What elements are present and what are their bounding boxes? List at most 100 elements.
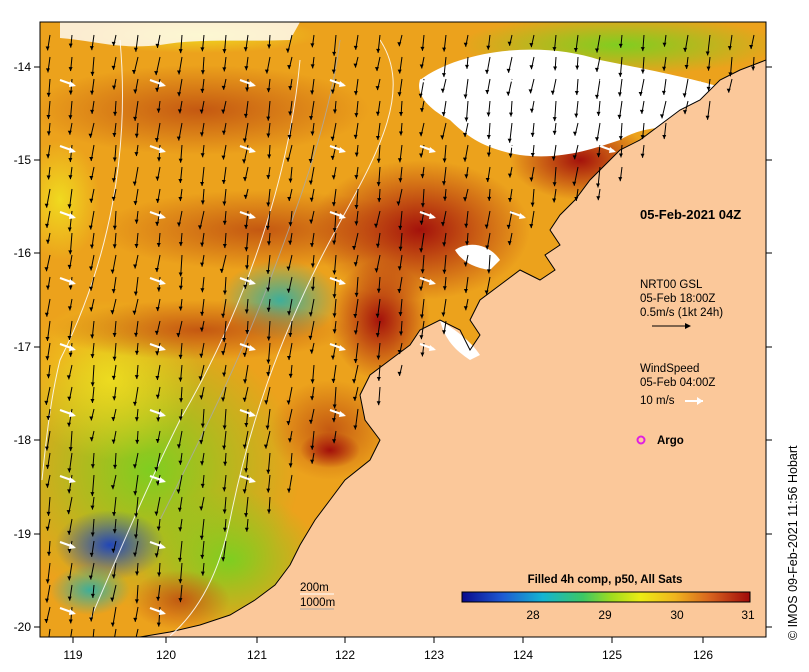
current-arrow-head-icon [376, 376, 381, 381]
current-arrow-head-icon [111, 196, 116, 201]
current-arrow-head-icon [507, 173, 512, 178]
current-arrow-head-icon [330, 89, 335, 94]
current-arrow-head-icon [133, 116, 138, 121]
current-arrow-head-icon [244, 423, 249, 428]
current-arrow-head-icon [222, 67, 227, 72]
current-arrow-head-icon [662, 66, 667, 71]
current-arrow-head-icon [286, 400, 291, 405]
current-arrow-head-icon [199, 327, 204, 332]
current-arrow-head-icon [330, 155, 335, 160]
current-arrow-head-icon [486, 152, 491, 157]
current-arrow-head-icon [440, 222, 445, 227]
current-arrow-head-icon [398, 131, 403, 136]
current-arrow-head-icon [639, 109, 644, 114]
current-arrow-head-icon [485, 245, 490, 250]
current-arrow-head-icon [68, 250, 73, 255]
current-arrow-head-icon [111, 512, 116, 517]
colorbar: Filled 4h comp, p50, All Sats 28 29 30 3… [461, 574, 755, 622]
current-arrow-head-icon [464, 241, 469, 246]
current-arrow-head-icon [684, 64, 689, 69]
wind-arrow-head-icon [159, 411, 166, 417]
current-arrow-head-icon [199, 461, 204, 466]
current-arrow-head-icon [68, 352, 73, 357]
current-arrow-head-icon [46, 415, 51, 420]
current-arrow-head-icon [441, 112, 446, 117]
current-arrow-head-icon [67, 396, 72, 401]
current-arrow-head-icon [67, 643, 71, 647]
current-arrow-head-icon [199, 132, 204, 137]
current-arrow-head-icon [46, 131, 51, 136]
wind-arrow-head-icon [249, 477, 256, 483]
current-arrow-head-icon [529, 224, 534, 229]
lon-labels: 119 120 121 122 123 124 125 126 [63, 648, 713, 662]
current-arrow-head-icon [133, 617, 138, 622]
current-arrow-head-icon [332, 439, 337, 444]
colorbar-gradient [461, 591, 751, 603]
wind-legend-title: WindSpeed [640, 363, 699, 375]
current-arrow-head-icon [46, 644, 50, 648]
current-arrow-head-icon [178, 178, 183, 183]
current-arrow-head-icon [726, 88, 731, 93]
current-arrow-head-icon [222, 220, 227, 225]
current-arrow-head-icon [89, 617, 94, 622]
current-legend: NRT00 GSL 05-Feb 18:00Z 0.5m/s (1kt 24h) [640, 279, 723, 329]
wind-arrow-head-icon [159, 147, 166, 153]
current-arrow-head-icon [376, 401, 381, 406]
current-arrow-head-icon [112, 244, 117, 249]
current-arrow-head-icon [310, 64, 315, 69]
current-arrow-head-icon [420, 203, 425, 208]
current-arrow-head-icon [266, 241, 271, 246]
current-arrow-head-icon [198, 376, 203, 381]
current-arrow-head-icon [485, 178, 490, 183]
current-arrow-head-icon [199, 506, 204, 511]
current-arrow-head-icon [155, 351, 160, 356]
current-arrow-head-icon [377, 198, 382, 203]
current-arrow-head-icon [178, 527, 183, 532]
current-arrow-head-icon [266, 88, 271, 93]
current-arrow-head-icon [46, 175, 51, 180]
current-arrow-head-icon [45, 464, 50, 469]
current-arrow-head-icon [44, 598, 49, 603]
current-arrow-head-icon [178, 285, 183, 290]
current-arrow-head-icon [66, 510, 71, 515]
current-arrow-head-icon [288, 86, 293, 91]
current-arrow-head-icon [178, 377, 183, 382]
current-arrow-head-icon [442, 158, 447, 163]
wind-arrow-head-icon [159, 345, 166, 351]
current-arrow-head-icon [242, 397, 247, 402]
current-arrow-head-icon [462, 133, 467, 138]
current-arrow-head-icon [132, 642, 136, 646]
current-arrow-head-icon [68, 619, 73, 624]
current-arrow-head-icon [419, 335, 424, 340]
current-arrow-head-icon [89, 46, 94, 51]
current-arrow-head-icon [110, 269, 115, 274]
wind-arrow-head-icon [249, 345, 256, 351]
current-arrow-head-icon [353, 330, 358, 335]
current-arrow-head-icon [90, 398, 95, 403]
current-arrow-head-icon [552, 182, 557, 187]
current-arrow-head-icon [440, 135, 445, 140]
current-arrow-head-icon [66, 375, 71, 380]
current-arrow-head-icon [178, 416, 183, 421]
current-arrow-head-icon [200, 554, 205, 559]
current-arrow-head-icon [154, 467, 159, 472]
current-arrow-head-icon [222, 338, 227, 343]
current-arrow-head-icon [375, 111, 380, 116]
current-arrow-head-icon [178, 598, 183, 603]
wind-arrow-head-icon [519, 147, 526, 153]
wind-arrow-head-icon [339, 345, 346, 351]
current-arrow-head-icon [463, 42, 468, 47]
current-arrow-head-icon [376, 288, 381, 293]
current-arrow-head-icon [45, 526, 50, 531]
current-arrow-head-icon [528, 89, 533, 94]
current-arrow-head-icon [67, 335, 72, 340]
current-arrow-head-icon [353, 63, 358, 68]
current-arrow-head-icon [111, 65, 116, 70]
current-arrow-head-icon [287, 135, 292, 140]
current-arrow-head-icon [575, 65, 580, 70]
current-arrow-head-icon [396, 201, 401, 206]
wind-arrow-head-icon [249, 147, 256, 153]
current-arrow-head-icon [419, 314, 424, 319]
current-arrow-head-icon [221, 397, 226, 402]
